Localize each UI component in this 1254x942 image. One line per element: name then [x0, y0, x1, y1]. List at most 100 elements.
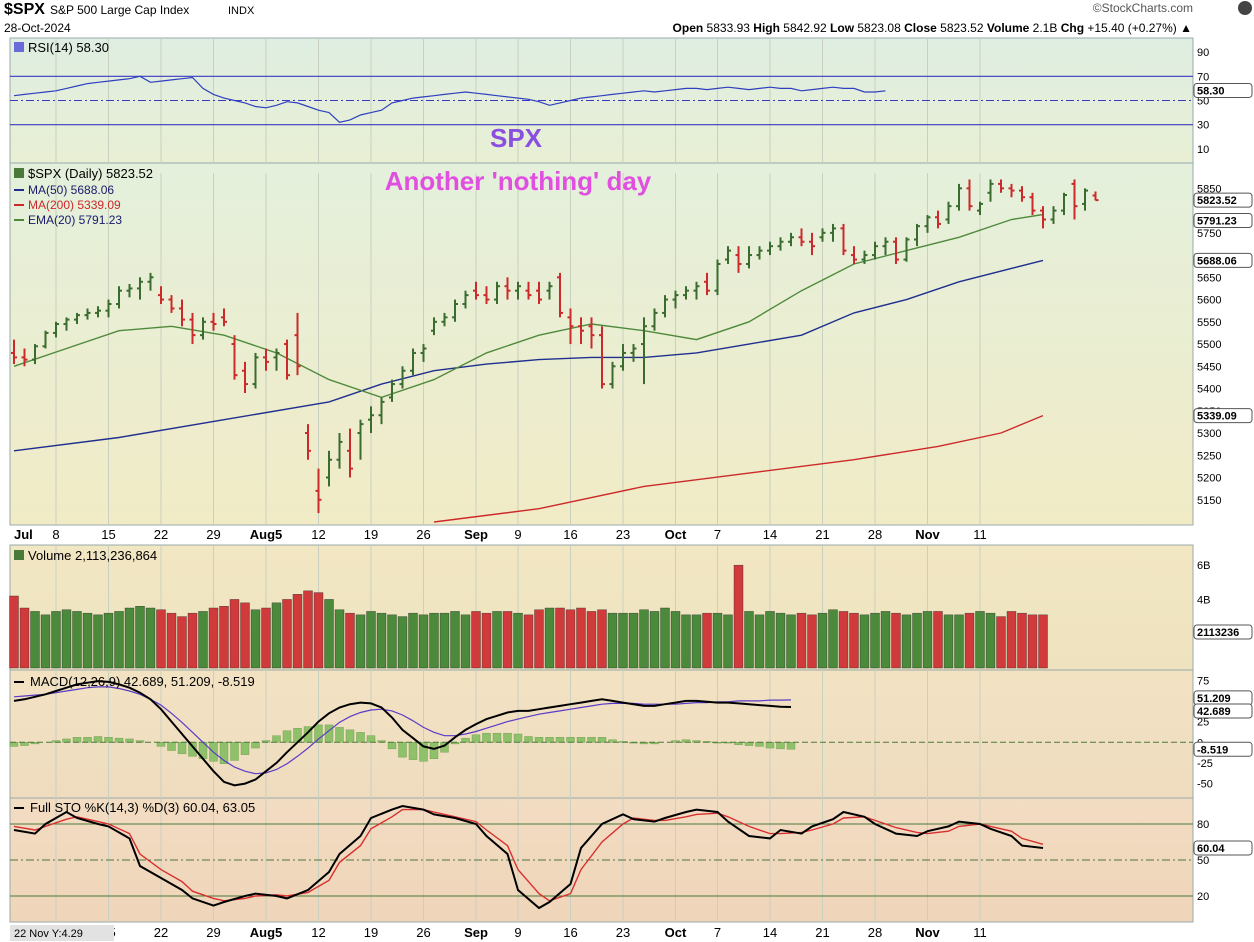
sto-tick-label: 50 [1197, 855, 1209, 867]
x-tick-label-bottom: 19 [364, 925, 378, 940]
x-tick-label: 11 [973, 527, 987, 542]
volume-icon-icon [14, 550, 24, 560]
volume-last-value: 2113236 [1197, 627, 1239, 639]
plot-layer [9, 75, 1193, 910]
x-tick-label: 26 [416, 527, 430, 542]
x-tick-label-bottom: 22 [154, 925, 168, 940]
volume-bar [439, 612, 450, 669]
volume-bar [702, 612, 712, 669]
ma50-last-value-box [1193, 252, 1253, 268]
series-legend-label: EMA(20) 5791.23 [28, 213, 122, 227]
x-tick-label-bottom: 14 [763, 925, 777, 940]
sto-legend: Full STO %K(14,3) %D(3) 60.04, 63.05 [30, 800, 255, 815]
volume-bar [880, 611, 891, 669]
volume-bar [282, 599, 292, 669]
x-tick-label-bottom: Oct [665, 925, 687, 940]
macd-histogram-bar [72, 737, 82, 743]
volume-bar [933, 611, 943, 669]
price-series-ma200 [433, 414, 1044, 523]
volume-bar [30, 611, 40, 669]
volume-bar [187, 612, 198, 669]
volume-bar [828, 609, 838, 669]
volume-bar [807, 614, 817, 669]
price-series-ma50 [13, 259, 1044, 452]
volume-bar [19, 607, 30, 669]
volume-bar [912, 612, 922, 669]
macd-histogram-bar [408, 742, 418, 760]
macd-histogram-bar [282, 730, 292, 743]
macd-histogram-bar [398, 742, 407, 758]
rsi-icon-icon [14, 42, 24, 52]
x-tick-label: 22 [154, 527, 168, 542]
volume-bar [61, 609, 72, 669]
volume-bar [450, 611, 460, 669]
volume-bar [103, 612, 114, 669]
volume-bar [387, 614, 397, 669]
x-tick-label: 9 [514, 527, 521, 542]
macd-histogram-bar [534, 737, 544, 743]
sto-tick-label: 20 [1197, 891, 1209, 903]
x-tick-label-bottom: 26 [416, 925, 430, 940]
macd-histogram-bar [576, 737, 586, 743]
macd-histogram-bar [786, 742, 796, 750]
rsi-line [13, 75, 886, 123]
macd-histogram-bar [30, 742, 40, 745]
volume-bar [1027, 614, 1038, 669]
volume-legend: Volume 2,113,236,864 [28, 548, 157, 563]
volume-bar [114, 611, 124, 669]
ohlc-summary: Open 5833.93 High 5842.92 Low 5823.08 Cl… [673, 21, 1192, 35]
volume-bar [9, 595, 19, 669]
volume-bar [859, 614, 870, 669]
macd-histogram-bar [9, 742, 19, 747]
macd-histogram-bar [83, 737, 92, 743]
macd-histogram-bar [429, 742, 439, 759]
volume-bar [292, 594, 303, 669]
macd-tick-label: 75 [1197, 675, 1209, 687]
volume-bar [996, 616, 1006, 669]
macd-histogram-bar [555, 737, 565, 743]
x-tick-label-bottom: 11 [973, 925, 987, 940]
volume-bar [586, 611, 597, 669]
rsi-last-value-box [1193, 82, 1253, 98]
volume-bar [366, 611, 376, 669]
x-tick-label-bottom: 28 [868, 925, 882, 940]
volume-bar [93, 614, 103, 669]
macd-histogram-bar [114, 737, 124, 743]
volume-bar [786, 614, 796, 669]
sto-tick-label: 80 [1197, 819, 1209, 831]
macd-histogram-bar [156, 742, 166, 747]
volume-bar [723, 614, 733, 669]
macd-histogram-bar [219, 742, 229, 764]
chart-date: 28-Oct-2024 [4, 21, 71, 35]
volume-bar [628, 612, 639, 669]
macd-histogram-bar [503, 732, 512, 743]
price-tick-label: 5300 [1197, 428, 1221, 440]
price-tick-label: 5450 [1197, 361, 1221, 373]
x-tick-label: 23 [616, 527, 630, 542]
rsi-tick-label: 30 [1197, 120, 1209, 132]
macd-histogram-bar [272, 735, 281, 743]
volume-bar [135, 606, 145, 669]
volume-bar [838, 611, 849, 669]
series-legend-label: MA(200) 5339.09 [28, 198, 121, 212]
macd-legend: MACD(12,26,9) 42.689, 51.209, -8.519 [30, 674, 255, 689]
x-tick-label: 19 [364, 527, 378, 542]
volume-bar [555, 607, 565, 669]
rsi-tick-label: 50 [1197, 96, 1209, 108]
volume-bar [765, 611, 775, 669]
volume-bar [240, 602, 250, 669]
macd-histogram-bar [251, 742, 260, 749]
x-tick-label: 15 [101, 527, 115, 542]
volume-bar [397, 616, 408, 669]
x-tick-label-bottom: 7 [714, 925, 721, 940]
volume-bar [954, 614, 964, 669]
macd-histogram-bar [471, 734, 481, 743]
volume-bar [82, 612, 93, 669]
rsi-last-value: 58.30 [1197, 85, 1225, 97]
macd-histogram-bar [524, 736, 533, 743]
price-tick-label: 5200 [1197, 473, 1221, 485]
volume-bar [565, 609, 576, 669]
x-tick-label-bottom: 16 [563, 925, 577, 940]
macd-histogram-bar [240, 742, 250, 755]
